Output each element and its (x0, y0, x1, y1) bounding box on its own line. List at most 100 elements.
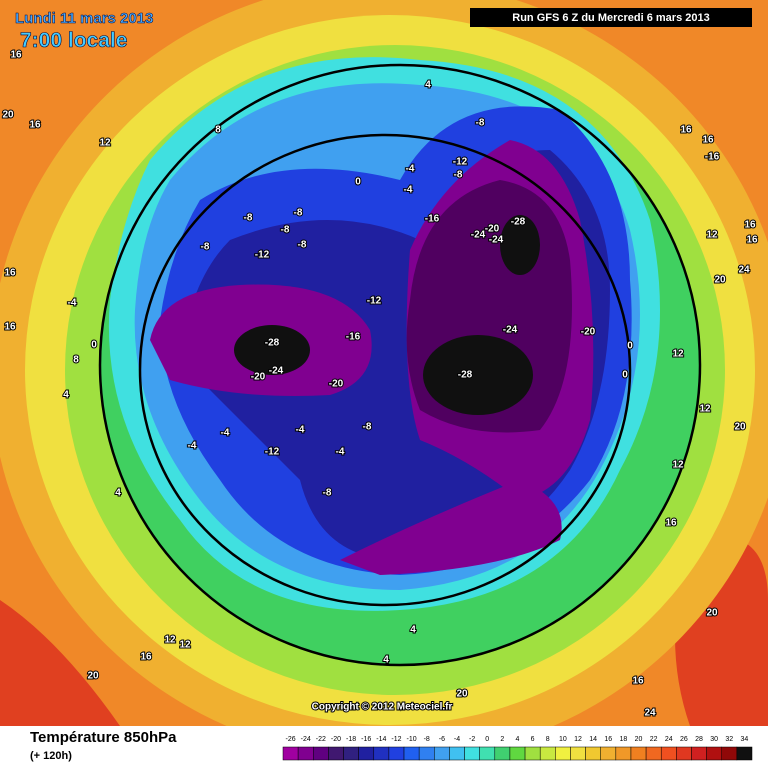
scale-swatch (313, 746, 329, 761)
scale-swatch (403, 746, 420, 761)
contour-label: -28 (511, 217, 526, 228)
scale-swatch (479, 746, 496, 761)
contour-label: 8 (215, 125, 221, 136)
contour-label: -4 (404, 185, 413, 196)
contour-label: 16 (10, 50, 22, 61)
scale-swatch (494, 746, 511, 761)
contour-label: 8 (73, 355, 79, 366)
contour-label: 12 (699, 404, 711, 415)
scale-label: 4 (516, 736, 520, 743)
copyright: Copyright © 2012 Meteociel.fr (312, 702, 453, 713)
scale-swatch (645, 746, 662, 761)
scale-label: 26 (680, 736, 688, 743)
contour-label: 20 (734, 422, 746, 433)
scale-label: -6 (439, 736, 445, 743)
contour-label: 4 (383, 655, 389, 666)
contour-label: -28 (265, 338, 280, 349)
scale-swatch (736, 746, 753, 761)
run-box (470, 8, 752, 27)
contour-label: -16 (705, 152, 720, 163)
scale-label: -24 (301, 736, 311, 743)
contour-label: 16 (140, 652, 152, 663)
contour-label: -8 (454, 170, 463, 181)
contour-label: 16 (680, 125, 692, 136)
scale-label: 32 (725, 736, 733, 743)
scale-label: -16 (361, 736, 371, 743)
scale-label: -12 (391, 736, 401, 743)
scale-label: 20 (635, 736, 643, 743)
scale-swatch (388, 746, 405, 761)
scale-swatch (570, 746, 586, 761)
contour-label: 12 (179, 640, 191, 651)
scale-swatch (555, 746, 571, 761)
scale-label: -26 (286, 736, 296, 743)
contour-label: 0 (355, 177, 361, 188)
scale-swatch (418, 746, 435, 761)
scale-swatch (509, 746, 526, 761)
date: Lundi 11 mars 2013 (15, 10, 153, 27)
scale-label: -4 (454, 736, 460, 743)
contour-label: -24 (503, 325, 518, 336)
contour-label: -4 (188, 441, 197, 452)
contour-label: 16 (632, 676, 644, 687)
contour-label: -12 (265, 447, 280, 458)
contour-label: -8 (244, 213, 253, 224)
scale-swatch (524, 746, 541, 761)
contour-label: 20 (714, 275, 726, 286)
contour-label: 4 (425, 80, 431, 91)
scale-swatch (343, 746, 359, 761)
contour-label: -8 (323, 488, 332, 499)
scale-swatch (585, 746, 601, 761)
color-scale: -26 -24 -22 -20 -18 -16 -14 -12 -10 -8 -6 -4 -2 0 2 4 6 8… (282, 736, 753, 761)
scale-swatch (600, 746, 617, 761)
contour-label: -8 (201, 242, 210, 253)
contour-label: 20 (456, 689, 468, 700)
scale-label: -2 (469, 736, 475, 743)
contour-label: 12 (672, 460, 684, 471)
contour-label: -12 (453, 157, 468, 168)
contour-label: 4 (63, 390, 69, 401)
contour-label: -24 (489, 235, 504, 246)
contour-label: -20 (485, 224, 500, 235)
contour-label: 16 (665, 518, 677, 529)
contour-label: 0 (91, 340, 97, 351)
contour-label: 20 (706, 608, 718, 619)
scale-swatch (539, 746, 556, 761)
scale-label: -22 (316, 736, 326, 743)
contour-label: -12 (367, 296, 382, 307)
contour-label: 12 (672, 349, 684, 360)
contour-label: -20 (329, 379, 344, 390)
contour-label: 12 (706, 230, 718, 241)
contour-label: 4 (115, 488, 121, 499)
scale-swatch (297, 746, 314, 761)
scale-label: -14 (376, 736, 386, 743)
contour-label: 20 (87, 671, 99, 682)
scale-label: 22 (650, 736, 658, 743)
contour-label: -8 (294, 208, 303, 219)
scale-label: 8 (546, 736, 550, 743)
contour-label: -12 (255, 250, 270, 261)
contour-labels: 1620161284-81616-16-12-8-40-4-16-24-20-2… (1, 49, 759, 720)
scale-swatch (660, 746, 677, 761)
contour-label: 16 (746, 235, 758, 246)
contour-label: 16 (744, 220, 756, 231)
contour-label: -24 (471, 230, 486, 241)
scale-swatch (282, 746, 299, 761)
scale-swatch (373, 746, 390, 761)
scale-label: 10 (559, 736, 567, 743)
contour-label: -20 (581, 327, 596, 338)
contour-label: 24 (644, 708, 656, 719)
contour-label: 24 (738, 265, 750, 276)
scale-label: 12 (574, 736, 582, 743)
scale-label: -20 (331, 736, 341, 743)
scale-swatch (676, 746, 692, 761)
contour-label: -24 (269, 366, 284, 377)
scale-swatch (630, 746, 647, 761)
contour-label: -4 (221, 428, 230, 439)
contour-label: 0 (627, 341, 633, 352)
scale-label: 28 (695, 736, 703, 743)
footer-title: Température 850hPa (30, 729, 177, 746)
contour-label: -8 (298, 240, 307, 251)
contour-label: 4 (410, 625, 416, 636)
